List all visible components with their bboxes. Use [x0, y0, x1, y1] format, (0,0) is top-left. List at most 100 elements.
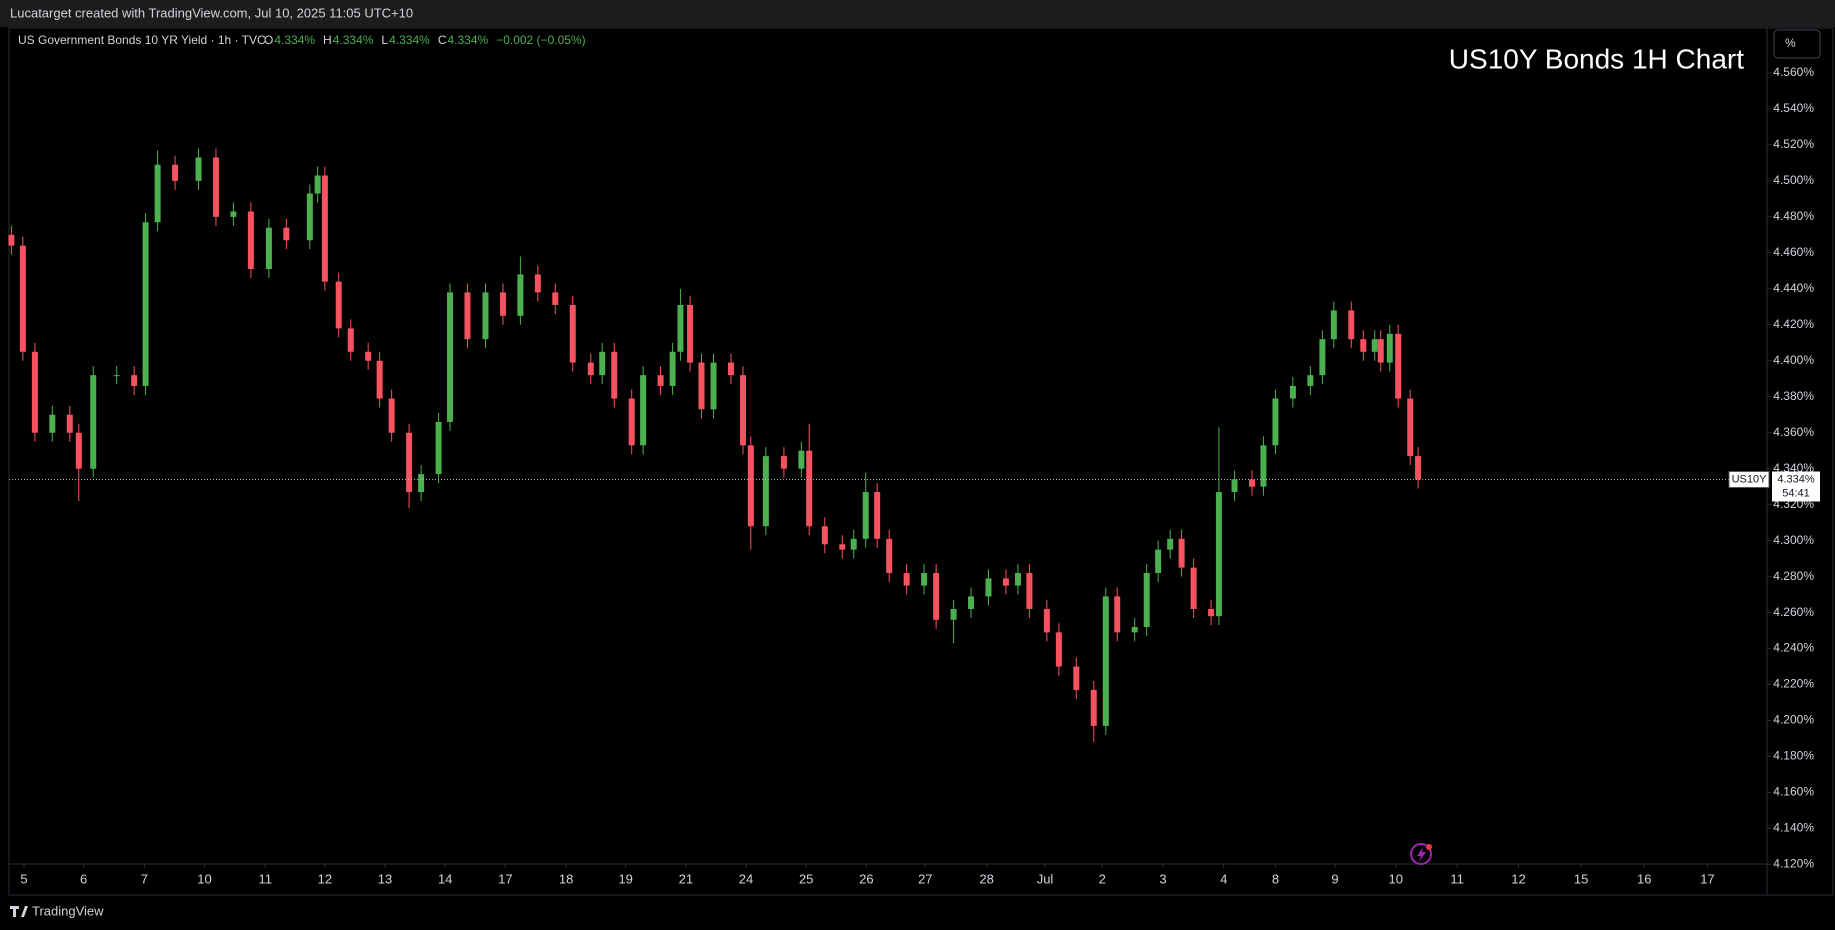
y-tick-label: 4.500% [1773, 173, 1814, 187]
candle-body [669, 351, 676, 386]
candle-body [8, 234, 15, 246]
y-tick-label: 4.200% [1773, 713, 1814, 727]
candle-body [1002, 578, 1009, 586]
legend-key: L [381, 33, 388, 47]
candle-body [874, 492, 881, 539]
candle-body [376, 360, 383, 399]
legend-value: 4.334% [447, 33, 488, 47]
x-tick-label: 9 [1331, 871, 1338, 886]
candle-body [1014, 573, 1021, 586]
candle-body [418, 474, 425, 493]
candle-body [1102, 596, 1109, 726]
x-tick-label: 24 [739, 871, 753, 886]
candle-body [798, 450, 805, 469]
x-tick-label: 6 [80, 871, 87, 886]
candle-body [75, 432, 82, 469]
candle-body [850, 538, 857, 550]
candle-body [31, 351, 38, 433]
candle-body [740, 375, 747, 446]
ohlc-legend: O 4.334% H 4.334% L 4.334% C 4.334% −0.002 (−0.0… [264, 33, 586, 47]
candle-body [90, 375, 97, 469]
candle-body [172, 164, 179, 181]
candle-body [195, 157, 202, 181]
unit-button-label[interactable]: % [1785, 36, 1796, 50]
candle-body [347, 328, 354, 352]
x-tick-label: 18 [559, 871, 573, 886]
x-tick-label: 8 [1272, 871, 1279, 886]
candle-body [762, 456, 769, 527]
chart-title: US10Y Bonds 1H Chart [1449, 43, 1744, 74]
candle-body [212, 157, 219, 217]
x-tick-label: 19 [618, 871, 632, 886]
candle-body [780, 456, 787, 469]
candle-body [985, 578, 992, 597]
y-tick-label: 4.120% [1773, 857, 1814, 871]
candle-body [1114, 596, 1121, 633]
x-tick-label: 12 [318, 871, 332, 886]
countdown: 54:41 [1782, 487, 1810, 499]
legend-key: C [438, 33, 447, 47]
x-tick-label: 4 [1220, 871, 1227, 886]
candle-body [464, 292, 471, 340]
legend-change: −0.002 (−0.05%) [496, 33, 585, 47]
candle-body [335, 281, 342, 329]
candle-body [569, 305, 576, 363]
y-tick-label: 4.160% [1773, 785, 1814, 799]
x-tick-label: Jul [1037, 871, 1054, 886]
candle-body [1231, 479, 1238, 493]
x-tick-label: 10 [1389, 871, 1403, 886]
x-tick-label: 5 [20, 871, 27, 886]
candle-body [365, 351, 372, 361]
price-tag [1772, 471, 1820, 502]
legend-key: O [264, 33, 273, 47]
candle-body [698, 362, 705, 410]
chart-frame [8, 27, 1834, 896]
x-tick-label: 16 [1637, 871, 1651, 886]
y-tick-label: 4.340% [1773, 461, 1814, 475]
x-tick-label: 2 [1099, 871, 1106, 886]
candle-body [49, 414, 56, 433]
candle-body [886, 538, 893, 574]
candle-body [321, 175, 328, 282]
candle-body [1415, 456, 1422, 480]
candle-body [599, 351, 606, 376]
candle-body [1386, 333, 1393, 363]
candle-body [154, 164, 161, 223]
candle-body [1190, 567, 1197, 609]
y-tick-label: 4.140% [1773, 821, 1814, 835]
y-tick-label: 4.400% [1773, 353, 1814, 367]
candle-body [1208, 608, 1215, 617]
x-tick-label: 7 [141, 871, 148, 886]
candle-body [1289, 385, 1296, 399]
x-tick-label: 17 [1700, 871, 1714, 886]
symbol: US Government Bonds 10 YR Yield · 1h · T… [18, 33, 266, 47]
candle-body [283, 227, 290, 241]
candle-body [230, 211, 237, 217]
x-tick-label: 13 [378, 871, 392, 886]
candle-body [587, 362, 594, 376]
candle-body [1055, 632, 1062, 667]
unit-button[interactable] [1773, 29, 1821, 59]
y-tick-label: 4.240% [1773, 641, 1814, 655]
candle-body [968, 596, 975, 609]
candle-body [406, 432, 413, 493]
candle-body [1073, 666, 1080, 690]
candle-body [1215, 492, 1222, 617]
x-tick-label: 11 [259, 871, 273, 886]
candle-body [1307, 375, 1314, 386]
credit: Lucatarget created with TradingView.com,… [10, 5, 413, 20]
x-tick-label: 14 [438, 871, 452, 886]
candle-body [933, 573, 940, 620]
candle-body [1167, 538, 1174, 550]
candle-body [517, 274, 524, 316]
candle-body [862, 492, 869, 539]
candle-body [113, 375, 120, 377]
candle-body [640, 375, 647, 446]
candle-body [821, 526, 828, 545]
x-tick-label: 28 [979, 871, 993, 886]
y-tick-label: 4.380% [1773, 389, 1814, 403]
bottom-bar [0, 897, 1835, 930]
alert-icon[interactable] [1410, 843, 1432, 865]
symbol-tag [1728, 470, 1770, 488]
